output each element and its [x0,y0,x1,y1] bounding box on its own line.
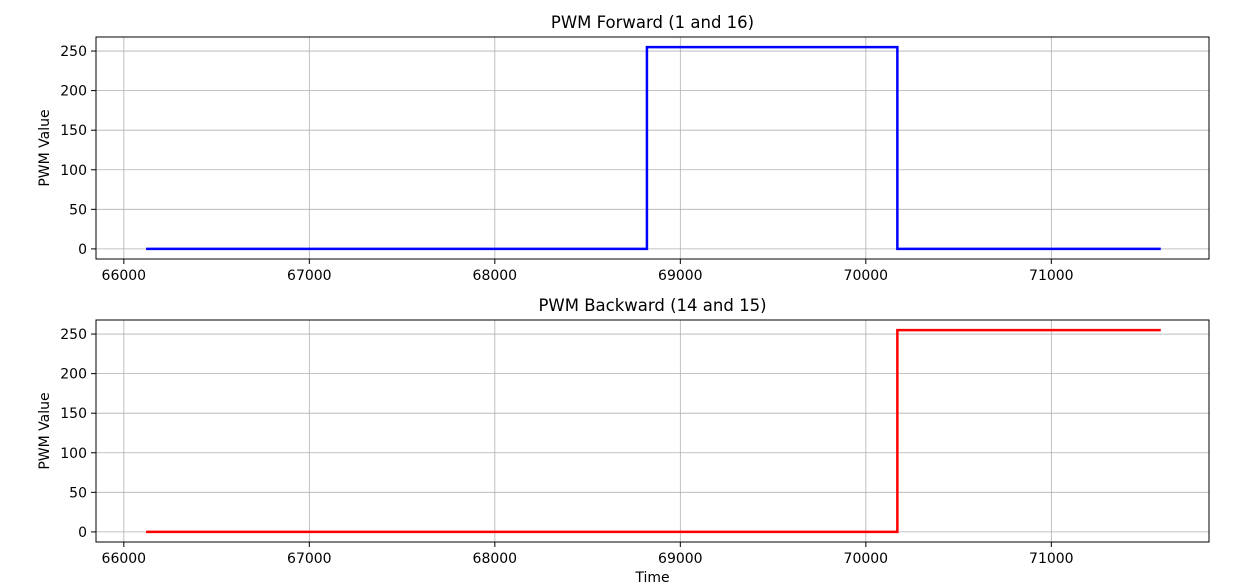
y-tick-label: 150 [60,123,87,139]
x-tick-label: 70000 [844,551,889,567]
y-tick-label: 0 [78,525,87,541]
chart-title: PWM Backward (14 and 15) [538,296,766,315]
subplot-2: 66000 67000 68000 69000 70000 71000 0 50 100 150 2… [37,296,1210,585]
x-axis-label: Time [634,570,669,585]
x-tick-label: 66000 [102,551,147,567]
x-tick-label: 69000 [658,551,703,567]
x-tick-label: 71000 [1029,268,1074,284]
axes-frame [95,36,1210,260]
y-tick-label: 50 [69,485,87,501]
y-tick-label: 250 [60,44,87,60]
subplot-1: 66000 67000 68000 69000 70000 71000 0 50 100 150 2… [37,13,1210,284]
x-tick-label: 70000 [844,268,889,284]
y-tick-label: 200 [60,367,87,383]
axes-frame [95,319,1210,543]
chart-title: PWM Forward (1 and 16) [551,13,754,32]
x-tick-label: 68000 [473,268,518,284]
y-tick-label: 100 [60,446,87,462]
y-axis-label: PWM Value [37,109,53,186]
y-tick-label: 150 [60,406,87,422]
y-tick-label: 200 [60,84,87,100]
y-axis-label: PWM Value [37,392,53,469]
x-tick-label: 66000 [102,268,147,284]
y-tick-label: 50 [69,202,87,218]
y-tick-label: 0 [78,242,87,258]
series-line-1 [146,328,1161,534]
y-tick-label: 100 [60,163,87,179]
x-tick-label: 67000 [287,268,332,284]
y-tick-label: 250 [60,327,87,343]
x-tick-label: 71000 [1029,551,1074,567]
series-line-1 [146,45,1161,251]
x-tick-label: 69000 [658,268,703,284]
x-tick-label: 68000 [473,551,518,567]
x-tick-label: 67000 [287,551,332,567]
